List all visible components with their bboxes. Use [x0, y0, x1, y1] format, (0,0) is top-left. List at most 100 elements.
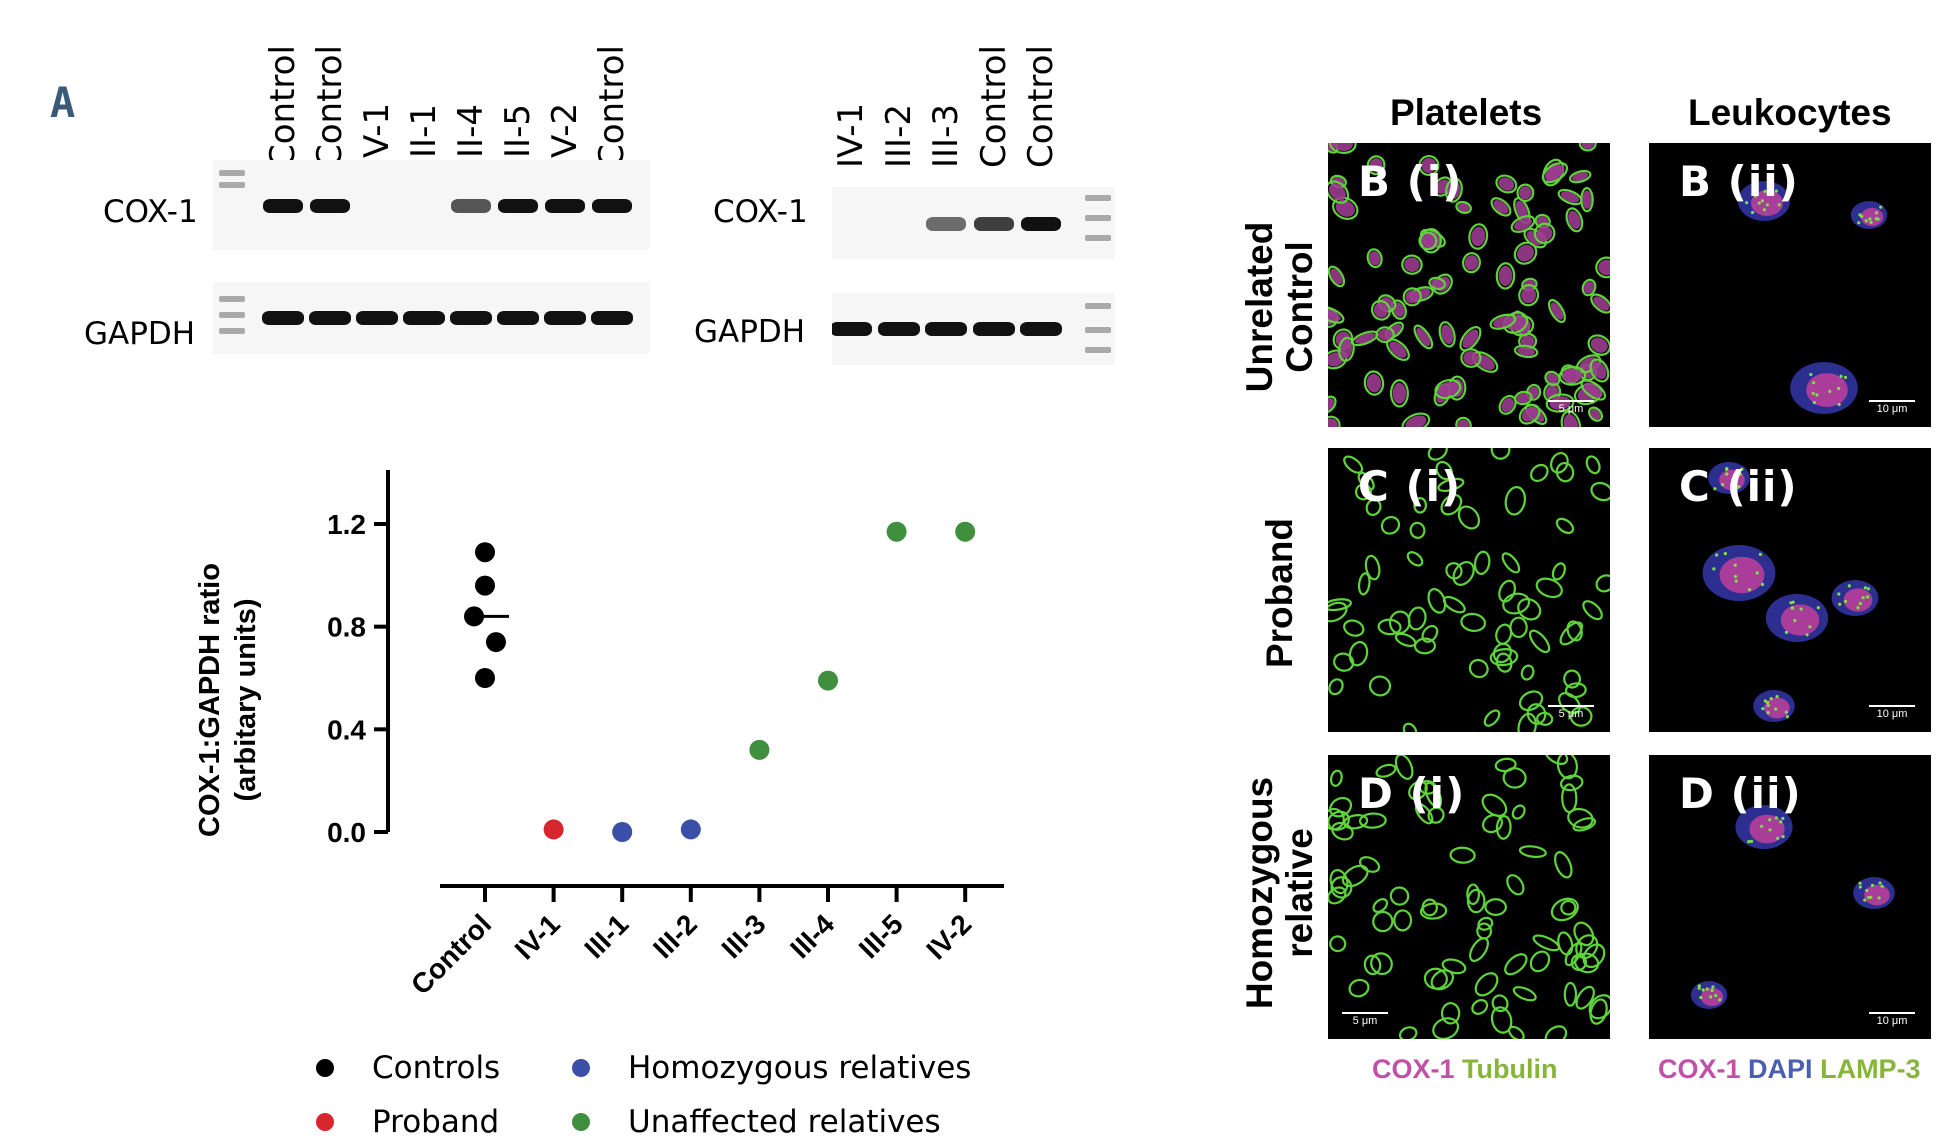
- cell-mark: [1517, 598, 1542, 621]
- ladder-mark: [1085, 215, 1111, 221]
- cell-mark: [1452, 561, 1475, 586]
- cell-mark: [1878, 881, 1882, 885]
- scalebar-d-i: 5 μm: [1342, 1012, 1388, 1027]
- cell-mark: [1328, 418, 1338, 427]
- cell-mark: [1328, 308, 1341, 322]
- chart-point: [612, 822, 633, 842]
- cell-mark: [1407, 606, 1427, 631]
- cell-mark: [1761, 707, 1765, 711]
- legend-unaffected: Unaffected relatives: [572, 1104, 941, 1140]
- blot-left-lane-label: Control: [263, 45, 303, 168]
- cell-mark: [1513, 344, 1539, 359]
- cell-mark: [1563, 414, 1579, 427]
- blot-left-gapdh-band: [450, 311, 492, 325]
- caption-leukocytes-stain: COX-1 DAPI LAMP-3: [1658, 1054, 1921, 1085]
- blot-right-lane-label: III-2: [878, 104, 919, 168]
- cell-mark: [1473, 550, 1491, 575]
- cell-mark: [1870, 883, 1875, 887]
- micrograph-label-c-i: C (i): [1358, 462, 1462, 511]
- cell-mark: [1738, 472, 1742, 476]
- cell-mark: [1582, 190, 1592, 209]
- cell-mark: [1582, 600, 1603, 621]
- chart-ylabel-line1: COX-1:GAPDH ratio: [194, 563, 226, 837]
- cell-mark: [1750, 210, 1755, 215]
- cell-mark: [1760, 824, 1764, 828]
- cell-mark: [1867, 895, 1871, 900]
- cell-mark: [1563, 669, 1581, 689]
- chart-ylabel-line2: (arbitary units): [230, 598, 262, 802]
- cell-mark: [1495, 623, 1513, 645]
- micrograph-leukocytes-proband-image: [1702, 462, 1879, 722]
- cell-mark: [1549, 396, 1571, 410]
- cell-mark: [1737, 485, 1741, 489]
- cell-mark: [1421, 624, 1439, 643]
- cell-mark: [1370, 952, 1393, 976]
- caption-cox1-left: COX-1: [1372, 1054, 1455, 1084]
- cell-mark: [1760, 582, 1765, 587]
- cell-mark: [1493, 316, 1513, 328]
- cell-mark: [1856, 606, 1860, 610]
- cell-mark: [1510, 215, 1536, 233]
- legend-controls: Controls: [316, 1050, 500, 1086]
- cell-mark: [1343, 455, 1364, 474]
- cell-mark: [1502, 592, 1531, 615]
- cell-mark: [1421, 157, 1437, 174]
- cell-mark: [1498, 177, 1515, 191]
- cell-mark: [1358, 856, 1381, 873]
- cell-mark: [1560, 899, 1577, 916]
- cell-mark: [1865, 595, 1870, 599]
- cell-mark: [1408, 780, 1428, 801]
- chart-point: [886, 521, 907, 542]
- cell-mark: [1839, 374, 1843, 378]
- chart-point: [475, 668, 495, 688]
- cell-mark: [1811, 391, 1815, 396]
- scalebar-c-i: 5 μm: [1548, 705, 1594, 720]
- cell-mark: [1710, 988, 1714, 992]
- cell-mark: [1518, 403, 1541, 425]
- cell-mark: [1598, 259, 1610, 276]
- cell-mark: [1858, 885, 1862, 889]
- cell-mark: [1401, 412, 1431, 427]
- cell-mark: [1590, 293, 1610, 314]
- micrograph-label-c-ii: C (ii): [1679, 462, 1798, 511]
- blot-right-gapdh-label: GAPDH: [694, 314, 806, 350]
- cell-mark: [1462, 329, 1479, 348]
- cell-mark: [1874, 211, 1879, 215]
- cell-mark: [1589, 998, 1608, 1025]
- cell-mark: [1541, 162, 1569, 184]
- cell-mark: [1838, 602, 1842, 606]
- cell-mark: [1517, 712, 1537, 732]
- blot-left-cox1-strip: [213, 160, 650, 250]
- cell-mark: [1518, 690, 1544, 712]
- legend-unaffected-dot: [572, 1113, 590, 1131]
- cell-mark: [1509, 616, 1528, 639]
- cell-mark: [1701, 988, 1705, 992]
- cell-mark: [1758, 552, 1762, 556]
- ladder-mark: [219, 328, 245, 334]
- cell-mark: [1413, 637, 1437, 655]
- cell-mark: [1459, 325, 1482, 352]
- chart-point: [543, 819, 564, 840]
- cell-mark: [1501, 552, 1521, 574]
- ladder-mark: [1085, 195, 1111, 201]
- cell-mark: [1536, 225, 1553, 242]
- blot-left-gapdh-strip: [213, 282, 650, 354]
- cell-mark: [1520, 664, 1535, 681]
- cell-mark: [1328, 305, 1345, 324]
- cell-mark: [1563, 981, 1578, 1007]
- blot-left-gapdh-band: [497, 311, 539, 325]
- cell-mark: [1760, 199, 1764, 203]
- cell-mark: [1555, 517, 1575, 535]
- cell-mark: [1370, 299, 1391, 321]
- cell-mark: [1766, 711, 1770, 715]
- cell-mark: [1749, 839, 1754, 843]
- cell-mark: [1489, 648, 1519, 667]
- chart-y-tick-label: 1.2: [327, 509, 366, 540]
- cell-mark: [1719, 556, 1765, 594]
- cell-mark: [1328, 265, 1346, 288]
- caption-dapi: DAPI: [1748, 1054, 1813, 1084]
- cell-mark: [1578, 143, 1597, 152]
- cell-mark: [1864, 884, 1890, 906]
- cell-mark: [1498, 265, 1513, 287]
